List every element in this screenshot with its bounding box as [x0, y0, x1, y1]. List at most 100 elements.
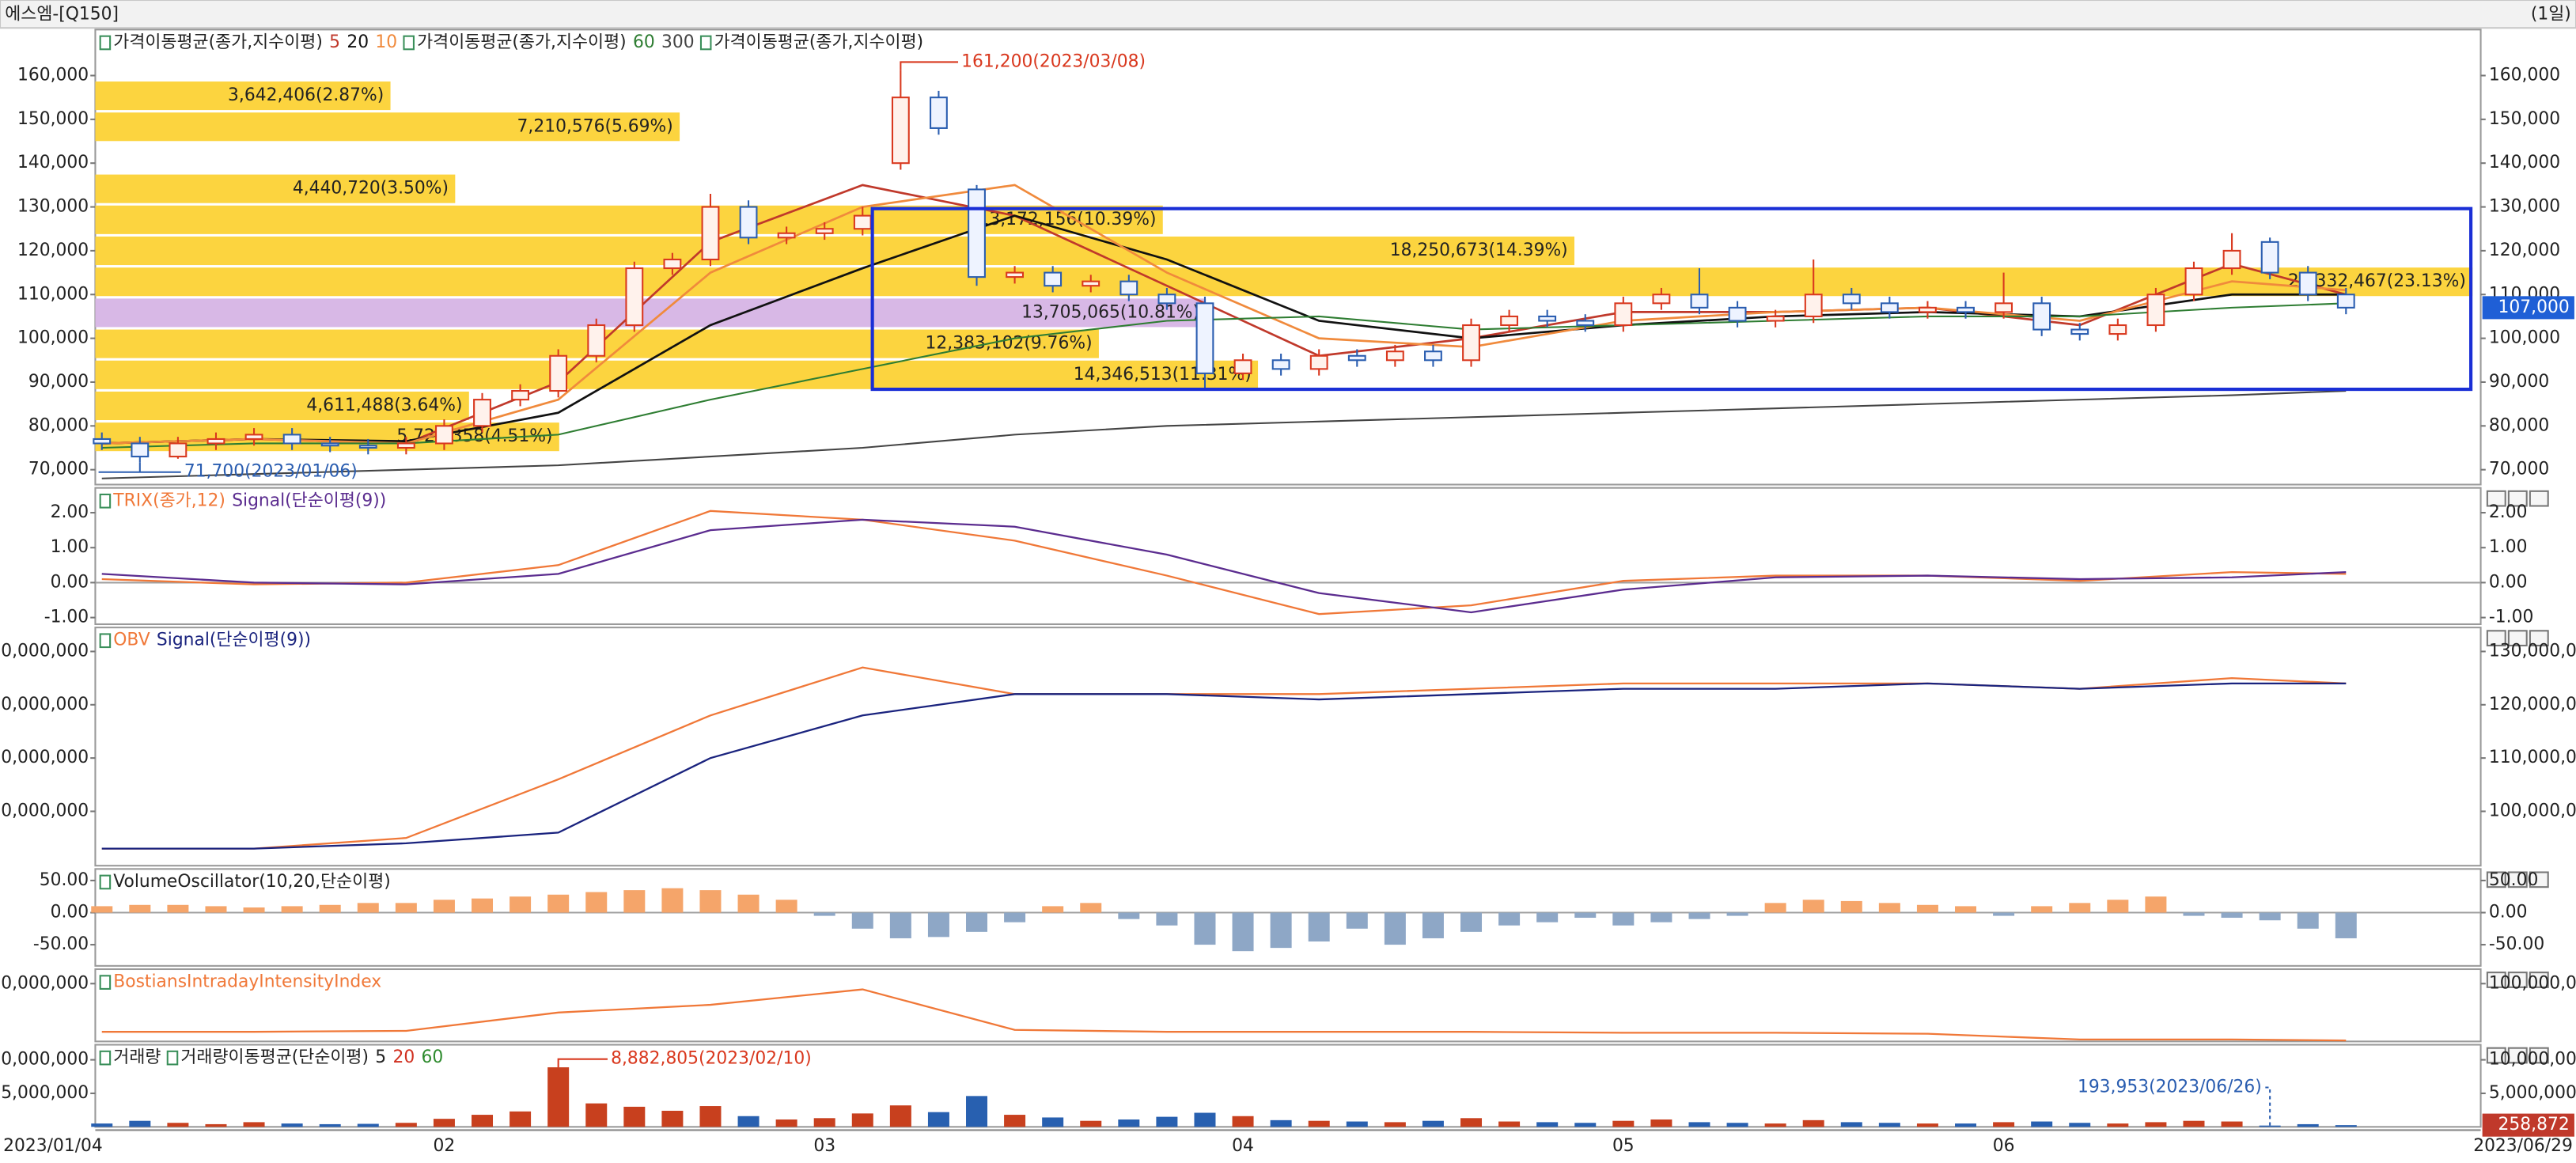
x-tick-label: 04 — [1232, 1136, 1254, 1156]
x-tick-label: 2023/01/04 — [3, 1136, 103, 1156]
bar — [1802, 1119, 1824, 1127]
bar — [1232, 912, 1254, 952]
bar — [1688, 1122, 1710, 1127]
bar — [1346, 1121, 1368, 1127]
bar — [1536, 1122, 1559, 1127]
bar — [357, 1123, 379, 1127]
y-tick-label: 130,000 — [2489, 197, 2560, 217]
legend-label: OBV — [113, 631, 150, 650]
y-tick-label: -50.00 — [2489, 934, 2544, 954]
bar — [661, 888, 684, 913]
y-tick-label: 110,000 — [17, 284, 89, 304]
y-tick-label: 160,000 — [2489, 65, 2560, 85]
annotation-leader — [2264, 1086, 2271, 1126]
y-tick-label: 150,000 — [17, 109, 89, 129]
bar — [1384, 912, 1406, 945]
candle-body — [282, 434, 301, 445]
candle-body — [2032, 302, 2051, 331]
candle-body — [1195, 302, 1214, 374]
line-series — [101, 988, 2347, 1042]
y-tick-label: 10,000,000 — [0, 1050, 89, 1070]
bar — [1460, 1118, 1483, 1127]
bar — [2297, 912, 2319, 929]
candle-body — [1880, 302, 1899, 313]
y-tick-label: 90,000 — [2489, 372, 2549, 392]
bar — [2335, 1125, 2357, 1127]
bar — [2145, 1122, 2167, 1127]
candle-body — [1347, 354, 1366, 362]
legend-label: 5 — [375, 1047, 386, 1067]
bar — [129, 904, 151, 913]
bar — [433, 1119, 455, 1127]
candle-body — [1233, 359, 1252, 374]
bar — [205, 1123, 227, 1127]
y-tick-label: 80,000 — [28, 415, 89, 435]
bar — [472, 898, 494, 913]
legend-icon — [99, 1050, 112, 1066]
legend-label: 20 — [347, 32, 369, 52]
bar — [167, 904, 189, 913]
annotation-label: 71,700(2023/01/06) — [184, 462, 358, 482]
period-label: (1일) — [2531, 5, 2571, 25]
volume-profile-label: 13,172,156(10.39%) — [979, 210, 1157, 229]
candle-body — [815, 228, 834, 234]
panel-button — [2529, 630, 2549, 647]
candle-body — [2298, 271, 2317, 296]
bar — [1574, 912, 1597, 919]
bar — [966, 912, 988, 932]
y-tick-label: -1.00 — [2489, 608, 2533, 627]
bar — [1498, 1121, 1521, 1127]
bar — [1308, 1120, 1330, 1127]
volume-profile-label: 7,210,576(5.69%) — [517, 116, 673, 136]
legend-label: 60 — [633, 32, 655, 52]
candle-body — [1614, 302, 1633, 327]
panel-button — [2486, 1047, 2506, 1064]
legend-label: 가격이동평균(종가,지수이평) — [113, 32, 323, 52]
candle-body — [777, 232, 796, 239]
bar — [1574, 1123, 1597, 1127]
y-tick-label: 100,000,000 — [2489, 973, 2576, 993]
legend-label: VolumeOscillator(10,20,단순이평) — [113, 872, 391, 892]
x-tick-label: 02 — [434, 1136, 456, 1156]
bar — [91, 906, 113, 913]
candle-body — [1957, 306, 1975, 313]
candle-body — [1766, 315, 1785, 322]
panel-button — [2507, 1047, 2528, 1064]
bar — [2031, 906, 2053, 913]
volume-profile-bar — [95, 360, 1259, 389]
legend-label: Signal(단순이평(9)) — [157, 631, 311, 650]
y-tick-label: 100,000,000 — [0, 973, 89, 993]
bar — [1270, 1119, 1292, 1127]
bar — [129, 1120, 151, 1127]
candle-body — [169, 442, 188, 458]
legend-icon — [699, 35, 712, 51]
legend-label: TRIX(종가,12) — [112, 491, 225, 510]
panel-button — [2486, 972, 2506, 988]
candle-body — [244, 434, 263, 440]
y-tick-label: 100,000 — [2489, 328, 2560, 348]
legend-icon — [166, 1050, 179, 1066]
bar — [1612, 912, 1635, 926]
bar — [2259, 1125, 2281, 1127]
x-tick-label: 06 — [1993, 1136, 2015, 1156]
bar — [1955, 906, 1977, 913]
candle-body — [131, 442, 150, 458]
legend-icon — [99, 633, 112, 649]
candle-body — [1538, 315, 1557, 322]
bar — [319, 1123, 341, 1127]
x-tick-label: 03 — [813, 1136, 835, 1156]
volume-profile-label: 18,250,673(14.39%) — [1390, 241, 1568, 260]
candle-body — [2222, 249, 2241, 270]
volume-profile-bar — [95, 267, 2473, 297]
y-tick-label: 0.00 — [51, 903, 89, 922]
bar — [1993, 912, 2015, 916]
panel-button — [2529, 1047, 2549, 1064]
bar — [737, 1116, 760, 1127]
bar — [547, 1067, 570, 1127]
bar — [2259, 912, 2281, 921]
bar — [851, 1113, 873, 1127]
bar — [775, 1119, 797, 1127]
candle-body — [2336, 294, 2355, 309]
bar — [281, 906, 303, 913]
